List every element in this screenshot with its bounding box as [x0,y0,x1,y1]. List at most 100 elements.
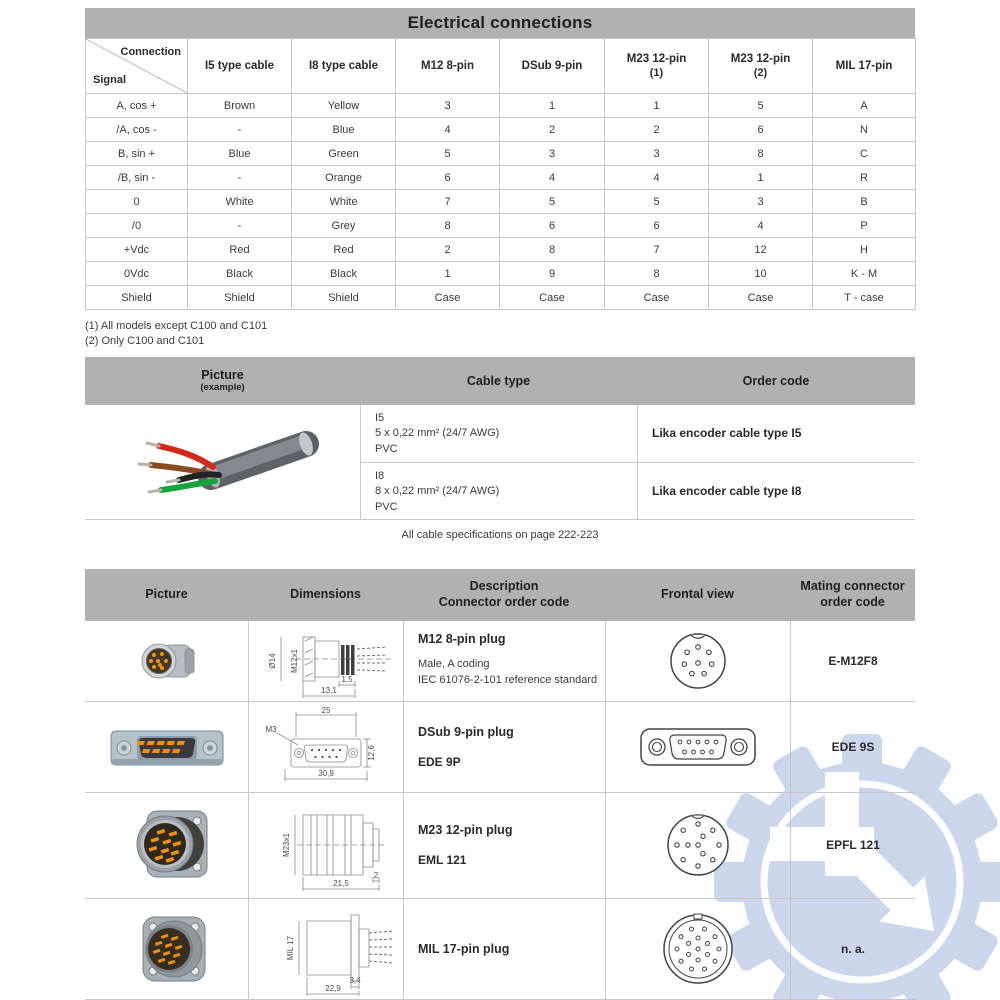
cell: 2 [499,117,605,142]
cell: 8 [395,213,500,238]
m23-plug-photo [136,810,207,878]
cell: Red [187,237,292,262]
cell: 9 [499,261,605,286]
dsub-dimensions-cell: 25 M3 12,6 30,9 [248,701,403,792]
m23-dimension-drawing: M23x1 2 21,5 [282,797,401,893]
header-sub: (example) [200,382,245,394]
cable-type-material: PVC [375,442,398,455]
cell: /0 [85,213,188,238]
m12-mating-code: E-M12F8 [790,620,915,701]
column-label: MIL 17-pin [835,60,893,72]
header-line: Mating connector [800,579,905,594]
header-label: Picture [201,368,244,383]
cable-type-cell-i8: I8 8 x 0,22 mm² (24/7 AWG) PVC [360,461,637,519]
cell: 3 [395,93,500,118]
dsub-description-cell: DSub 9-pin plug EDE 9P [403,701,605,792]
cell: 12 [708,237,813,262]
corner-label-signal: Signal [93,74,127,86]
m23-mating-code: EPFL 121 [790,792,915,898]
cell: 5 [395,141,500,166]
cell: H [812,237,916,262]
cell: 6 [604,213,709,238]
cable-order-cell-i8: Lika encoder cable type I8 [637,461,915,519]
connector-title: MIL 17-pin plug [418,941,510,956]
dim-label: 1,5 [341,675,353,684]
mil-dimension-drawing: MIL 17 3,4 22,9 [286,901,401,997]
mil-description-cell: MIL 17-pin plug [403,898,605,999]
cable-header-type: Cable type [466,373,531,388]
cell: 8 [499,237,605,262]
cell: 7 [604,237,709,262]
cell: Case [499,285,605,310]
mil-picture-cell [85,899,248,999]
dim-label: 12,6 [367,744,376,760]
dsub-frontal-drawing [640,728,756,766]
table-row: /0- Grey 8 6 6 4 P [85,213,916,238]
cell: +Vdc [85,237,188,262]
cable-header-picture: Picture (example) [85,357,360,405]
mil-frontal-drawing [663,913,733,984]
cell: B, sin + [85,141,188,166]
cell: 1 [395,261,500,286]
cell: K - M [812,261,916,286]
cell: B [812,189,916,214]
cable-type-name: I8 [375,469,385,482]
mil-mating-code: n. a. [790,898,915,999]
m23-frontal-cell [605,792,790,898]
m12-picture-cell [85,621,248,701]
footnote-1: (1) All models except C100 and C101 [85,320,268,332]
connector-title: DSub 9-pin plug [418,724,514,739]
cable-type-spec: 8 x 0,22 mm² (24/7 AWG) [375,485,500,498]
cell: 4 [395,117,500,142]
cell: 5 [499,189,605,214]
column-header-i8: I8 type cable [291,38,396,94]
m23-dimensions-cell: M23x1 2 21,5 [248,792,403,898]
cell: 8 [604,261,709,286]
m12-plug-photo [141,643,194,679]
mil-dimensions-cell: MIL 17 3,4 22,9 [248,898,403,999]
cell: - [187,165,292,190]
footnote-2: (2) Only C100 and C101 [85,335,205,348]
connector-title: M12 8-pin plug [418,632,506,647]
cell: T - case [812,285,916,310]
cell: White [187,189,292,214]
cell: P [812,213,916,238]
cell: 1 [499,93,605,118]
cell: - [187,117,292,142]
cell: 6 [499,213,605,238]
m12-dimension-drawing: Ø14 M12x1 1,5 13,1 [268,623,401,699]
cell: 7 [395,189,500,214]
cell: A [812,93,916,118]
connector-detail: IEC 61076-2-101 reference standard [418,674,598,687]
cell: /A, cos - [85,117,188,142]
connectors-table-header: Picture Dimensions Description Connector… [85,568,915,621]
cell: Shield [187,285,292,310]
dim-label: 3,4 [349,976,361,985]
connectors-header-picture: Picture [145,586,188,601]
cell: 3 [499,141,605,166]
dim-label: MIL 17 [286,935,295,960]
cell: 3 [708,189,813,214]
diagonal-divider [86,39,187,93]
cell: 2 [395,237,500,262]
cell: 5 [604,189,709,214]
connectors-header-description: Description Connector order code [403,569,605,621]
mil-plug-photo [142,916,205,982]
cell: 4 [499,165,605,190]
table-row: /B, sin - - Orange 6 4 4 1 R [85,165,916,190]
table-row: A, cos + Brown Yellow 3 1 1 5 A [85,93,916,118]
dsub-dimension-drawing: 25 M3 12,6 30,9 [265,706,376,789]
cell: Green [291,141,396,166]
dim-label: M12x1 [290,648,299,673]
cell: R [812,165,916,190]
cell: 1 [604,93,709,118]
table-row: /A, cos - - Blue 4 2 2 6 N [85,117,916,142]
connector-row-m23: M23x1 2 21,5 M23 12-pin plug EML 121 [85,792,915,899]
cell: 4 [708,213,813,238]
cable-table-header: Picture (example) Cable type Order code [85,356,915,405]
connectors-header-frontal: Frontal view [661,586,734,601]
column-label: I5 type cable [204,60,275,72]
cell: 2 [604,117,709,142]
column-sub: (1) [649,67,664,79]
footnotes: (1) All models except C100 and C101 (2) … [85,319,915,350]
